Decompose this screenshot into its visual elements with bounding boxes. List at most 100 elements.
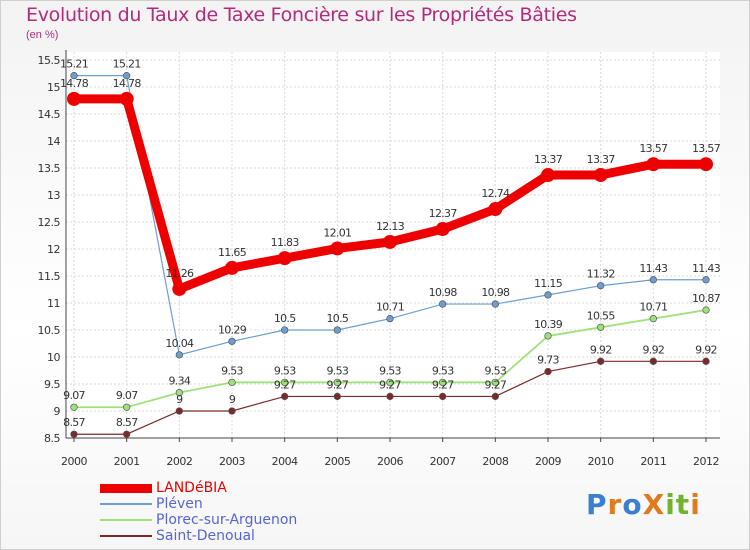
logo-letter: t — [675, 488, 691, 521]
y-tick-label: 15.5 — [38, 54, 61, 67]
y-tick-label: 14 — [47, 135, 60, 148]
y-tick-label: 10.5 — [38, 324, 61, 337]
data-point — [386, 315, 394, 323]
legend-label: Saint-Denoual — [156, 528, 255, 544]
x-tick-label: 2011 — [640, 455, 666, 468]
data-point — [386, 378, 394, 387]
data-label: 13.57 — [692, 142, 721, 155]
data-point — [544, 291, 552, 299]
x-tick-label: 2007 — [430, 455, 456, 468]
data-point — [281, 392, 289, 401]
data-point — [702, 276, 710, 284]
y-tick-label: 9.5 — [44, 378, 60, 391]
legend-label: Plorec-sur-Arguenon — [156, 512, 298, 528]
x-tick-label: 2002 — [166, 455, 192, 468]
x-tick-label: 2003 — [219, 455, 245, 468]
data-label: 9 — [229, 393, 236, 406]
data-label: 9.92 — [642, 343, 664, 356]
logo-letter: X — [642, 488, 666, 521]
data-label: 11.83 — [271, 236, 300, 249]
data-label: 10.39 — [534, 318, 563, 331]
data-point — [281, 378, 289, 387]
data-label: 14.78 — [113, 77, 142, 90]
data-label: 9.73 — [537, 354, 559, 367]
legend-swatch — [100, 503, 152, 505]
data-label: 10.71 — [376, 301, 404, 314]
data-point — [70, 72, 78, 80]
data-label: 11.43 — [692, 262, 721, 275]
legend-swatch — [100, 535, 152, 537]
legend-swatch — [100, 483, 152, 493]
data-label: 9.53 — [379, 364, 401, 377]
data-point — [330, 241, 345, 256]
x-tick-label: 2004 — [272, 455, 298, 468]
x-tick-label: 2009 — [535, 455, 561, 468]
data-point — [175, 388, 183, 397]
data-label: 13.37 — [534, 153, 563, 166]
y-tick-label: 12 — [47, 243, 60, 256]
data-point — [699, 157, 713, 172]
x-tick-label: 2010 — [588, 455, 614, 468]
data-point — [439, 392, 447, 401]
data-point — [281, 326, 289, 334]
legend-label: LANDéBIA — [156, 480, 227, 496]
data-label: 9.27 — [379, 378, 401, 391]
data-point — [593, 168, 608, 183]
data-point — [541, 168, 555, 183]
data-point — [649, 357, 657, 365]
data-label: 10.29 — [218, 323, 247, 336]
data-label: 13.37 — [587, 153, 616, 166]
x-tick-label: 2001 — [114, 455, 140, 468]
data-label: 9 — [176, 393, 183, 406]
data-point — [228, 337, 236, 345]
data-point — [435, 222, 450, 237]
y-tick-label: 9 — [54, 405, 61, 418]
data-point — [175, 351, 183, 359]
data-point — [597, 323, 605, 331]
data-label: 11.43 — [639, 262, 668, 275]
y-tick-label: 11.5 — [38, 270, 61, 283]
x-tick-label: 2008 — [482, 455, 508, 468]
data-point — [123, 72, 131, 80]
data-label: 11.32 — [587, 268, 615, 281]
chart-title: Evolution du Taux de Taxe Foncière sur l… — [26, 4, 577, 26]
data-point — [333, 378, 341, 387]
legend-item: LANDéBIA — [100, 480, 227, 496]
data-label: 10.55 — [587, 309, 616, 322]
data-point — [383, 234, 397, 249]
logo-letter: i — [665, 488, 676, 521]
data-label: 9.27 — [484, 378, 506, 391]
data-label: 11.26 — [165, 267, 194, 280]
data-point — [491, 300, 499, 308]
data-label: 9.07 — [116, 389, 138, 402]
data-point — [172, 281, 187, 296]
data-label: 10.04 — [165, 337, 194, 350]
data-label: 9.53 — [221, 364, 243, 377]
data-label: 9.53 — [484, 364, 506, 377]
data-label: 10.71 — [639, 301, 667, 314]
data-point — [119, 91, 134, 106]
data-point — [67, 91, 81, 106]
data-label: 9.53 — [432, 364, 454, 377]
data-label: 9.27 — [326, 378, 348, 391]
data-point — [228, 407, 236, 415]
data-label: 12.01 — [323, 226, 351, 239]
legend-item: Pléven — [100, 496, 203, 512]
x-tick-label: 2012 — [693, 455, 719, 468]
data-point — [175, 407, 183, 415]
data-point — [386, 392, 394, 401]
data-label: 13.57 — [639, 142, 668, 155]
logo-letter: i — [690, 488, 701, 521]
data-label: 10.5 — [326, 312, 348, 325]
data-point — [333, 392, 341, 401]
data-point — [649, 315, 657, 323]
data-point — [225, 260, 239, 275]
data-label: 9.92 — [590, 343, 612, 356]
data-label: 10.87 — [692, 292, 721, 305]
data-label: 9.53 — [274, 364, 296, 377]
data-point — [702, 306, 710, 314]
y-tick-label: 15 — [47, 81, 60, 94]
y-tick-label: 11 — [47, 297, 60, 310]
data-label: 9.27 — [274, 378, 296, 391]
